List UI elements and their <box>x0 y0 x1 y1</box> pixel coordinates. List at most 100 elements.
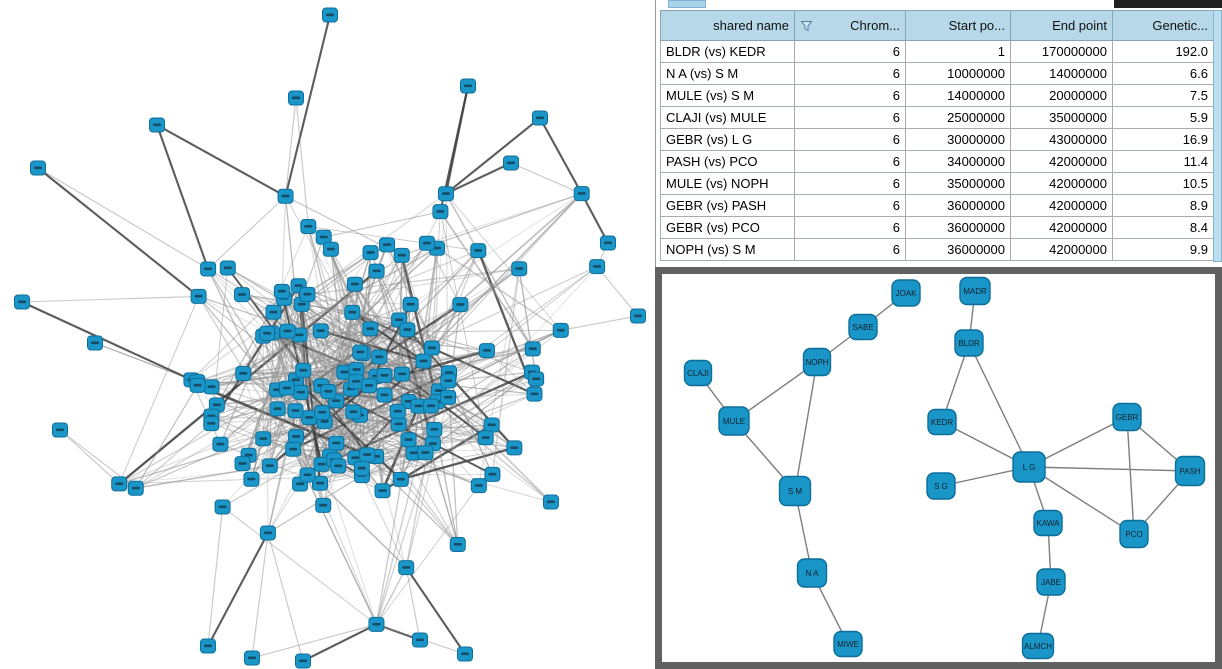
table-cell[interactable]: 42000000 <box>1010 194 1113 217</box>
table-cell[interactable]: 42000000 <box>1010 172 1113 195</box>
table-cell[interactable]: 30000000 <box>905 128 1011 151</box>
network-edge[interactable] <box>1028 466 1135 535</box>
overview-node[interactable] <box>269 401 286 417</box>
network-node[interactable]: N A <box>796 558 828 588</box>
overview-node[interactable] <box>278 380 295 396</box>
column-header-start-po[interactable]: Start po... <box>905 10 1011 41</box>
overview-node[interactable] <box>484 466 501 482</box>
overview-node[interactable] <box>344 304 361 320</box>
overview-node[interactable] <box>589 259 606 275</box>
overview-node[interactable] <box>532 110 548 126</box>
network-node[interactable]: MADR <box>959 276 991 306</box>
overview-node[interactable] <box>483 417 500 433</box>
overview-node[interactable] <box>371 349 388 365</box>
overview-node[interactable] <box>400 432 417 448</box>
overview-node[interactable] <box>313 456 330 472</box>
overview-node[interactable] <box>292 384 309 400</box>
overview-node[interactable] <box>346 276 363 292</box>
table-row[interactable]: N A (vs) S M 6 10000000 14000000 6.6 <box>660 62 1214 85</box>
overview-node[interactable] <box>111 476 128 492</box>
overview-node[interactable] <box>203 379 220 395</box>
table-row[interactable]: GEBR (vs) L G 6 30000000 43000000 16.9 <box>660 128 1214 151</box>
network-node[interactable]: NOPH <box>802 347 832 377</box>
overview-node[interactable] <box>368 263 385 279</box>
overview-node[interactable] <box>460 78 476 94</box>
overview-node[interactable] <box>189 377 206 393</box>
overview-node[interactable] <box>393 247 410 263</box>
overview-node[interactable] <box>506 440 523 456</box>
overview-node[interactable] <box>244 650 260 666</box>
overview-node[interactable] <box>426 421 443 437</box>
funnel-icon[interactable] <box>800 20 813 32</box>
overview-network-canvas[interactable] <box>0 0 655 669</box>
overview-node[interactable] <box>312 323 329 339</box>
overview-node[interactable] <box>376 387 393 403</box>
network-node[interactable]: S G <box>926 472 956 500</box>
table-cell[interactable]: MULE (vs) NOPH <box>660 172 795 195</box>
overview-node[interactable] <box>299 286 316 302</box>
table-cell[interactable]: 1 <box>905 40 1011 63</box>
overview-node[interactable] <box>214 499 231 515</box>
table-cell[interactable]: 6 <box>794 216 906 239</box>
overview-node[interactable] <box>478 343 495 359</box>
overview-node[interactable] <box>235 366 252 382</box>
overview-node[interactable] <box>345 404 362 420</box>
overview-node[interactable] <box>261 458 278 474</box>
overview-node[interactable] <box>300 219 317 235</box>
overview-node[interactable] <box>315 497 332 513</box>
overview-node[interactable] <box>552 322 569 338</box>
overview-node[interactable] <box>600 235 616 251</box>
column-header-shared-name[interactable]: shared name <box>660 10 795 41</box>
table-cell[interactable]: 192.0 <box>1112 40 1214 63</box>
network-edge[interactable] <box>1028 466 1191 472</box>
table-cell[interactable]: 14000000 <box>905 84 1011 107</box>
overview-node[interactable] <box>352 344 369 360</box>
overview-node[interactable] <box>368 616 385 632</box>
table-cell[interactable]: 8.9 <box>1112 194 1214 217</box>
overview-node[interactable] <box>299 467 316 483</box>
overview-node[interactable] <box>288 429 305 445</box>
network-edge[interactable] <box>968 342 1030 468</box>
overview-node[interactable] <box>470 243 487 259</box>
overview-node[interactable] <box>285 441 302 457</box>
table-row[interactable]: GEBR (vs) PCO 6 36000000 42000000 8.4 <box>660 216 1214 239</box>
overview-node[interactable] <box>234 287 251 303</box>
table-cell[interactable]: 20000000 <box>1010 84 1113 107</box>
table-cell[interactable]: 36000000 <box>905 238 1011 261</box>
overview-node[interactable] <box>273 283 290 299</box>
overview-node[interactable] <box>203 416 220 432</box>
table-cell[interactable]: BLDR (vs) KEDR <box>660 40 795 63</box>
table-cell[interactable]: 170000000 <box>1010 40 1113 63</box>
table-cell[interactable]: 43000000 <box>1010 128 1113 151</box>
overview-node[interactable] <box>362 245 379 261</box>
overview-node[interactable] <box>330 458 347 474</box>
overview-node[interactable] <box>353 460 370 476</box>
table-cell[interactable]: 6.6 <box>1112 62 1214 85</box>
table-row[interactable]: PASH (vs) PCO 6 34000000 42000000 11.4 <box>660 150 1214 173</box>
table-cell[interactable]: NOPH (vs) S M <box>660 238 795 261</box>
overview-node[interactable] <box>528 371 545 387</box>
network-node[interactable]: SABE <box>848 313 878 341</box>
column-header-end-point[interactable]: End point <box>1010 10 1113 41</box>
overview-node[interactable] <box>219 260 236 276</box>
table-cell[interactable]: 8.4 <box>1112 216 1214 239</box>
table-cell[interactable]: 6 <box>794 106 906 129</box>
overview-node[interactable] <box>374 483 391 499</box>
table-horizontal-scroll-thumb[interactable] <box>668 0 706 8</box>
network-node[interactable]: JOAK <box>891 279 921 307</box>
overview-node[interactable] <box>477 430 494 446</box>
table-row[interactable]: BLDR (vs) KEDR 6 1 170000000 192.0 <box>660 40 1214 63</box>
network-node[interactable]: PCO <box>1119 519 1149 549</box>
overview-node[interactable] <box>392 471 409 487</box>
network-node[interactable]: KEDR <box>927 408 957 436</box>
network-edge[interactable] <box>1126 416 1135 535</box>
table-cell[interactable]: 16.9 <box>1112 128 1214 151</box>
overview-node[interactable] <box>376 367 393 383</box>
table-cell[interactable]: 6 <box>794 194 906 217</box>
overview-node[interactable] <box>457 646 473 662</box>
table-row[interactable]: MULE (vs) NOPH 6 35000000 42000000 10.5 <box>660 172 1214 195</box>
overview-node[interactable] <box>30 160 46 176</box>
network-node[interactable]: BLDR <box>954 329 984 357</box>
network-edge[interactable] <box>794 361 818 492</box>
overview-node[interactable] <box>417 445 434 461</box>
